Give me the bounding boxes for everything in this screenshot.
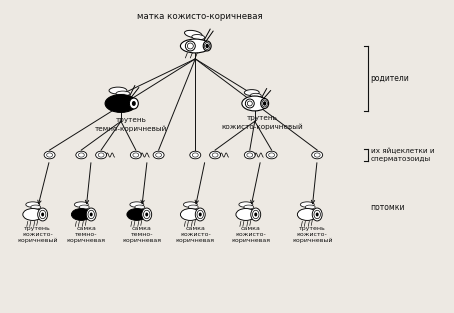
Ellipse shape <box>79 153 84 157</box>
Ellipse shape <box>212 153 218 157</box>
Ellipse shape <box>297 208 317 220</box>
Ellipse shape <box>26 202 39 207</box>
Ellipse shape <box>247 101 252 106</box>
Text: трутень
кожисто-коричневый: трутень кожисто-коричневый <box>222 115 304 130</box>
Ellipse shape <box>250 93 261 98</box>
Ellipse shape <box>263 101 266 106</box>
Ellipse shape <box>96 151 107 159</box>
Ellipse shape <box>245 99 254 108</box>
Ellipse shape <box>244 90 259 95</box>
Ellipse shape <box>98 153 104 157</box>
Ellipse shape <box>39 210 46 219</box>
Ellipse shape <box>76 151 87 159</box>
Text: трутень
кожисто-
коричневый: трутень кожисто- коричневый <box>292 226 332 243</box>
Ellipse shape <box>314 153 320 157</box>
Ellipse shape <box>252 210 259 219</box>
Ellipse shape <box>143 210 150 219</box>
Ellipse shape <box>188 205 198 209</box>
Ellipse shape <box>41 213 44 217</box>
Ellipse shape <box>199 213 202 217</box>
Ellipse shape <box>184 30 202 38</box>
Ellipse shape <box>90 213 93 217</box>
Ellipse shape <box>236 208 256 220</box>
Text: их яйцеклетки и
сперматозоиды: их яйцеклетки и сперматозоиды <box>371 148 434 162</box>
Ellipse shape <box>244 205 254 209</box>
Ellipse shape <box>156 153 162 157</box>
Ellipse shape <box>130 202 144 207</box>
Ellipse shape <box>79 205 89 209</box>
Ellipse shape <box>109 87 127 94</box>
Ellipse shape <box>254 213 257 217</box>
Text: матка кожисто-коричневая: матка кожисто-коричневая <box>138 12 263 21</box>
Ellipse shape <box>197 210 203 219</box>
Ellipse shape <box>314 210 321 219</box>
Ellipse shape <box>88 210 94 219</box>
Ellipse shape <box>262 100 267 107</box>
Ellipse shape <box>210 151 221 159</box>
Text: трутень
темно-коричневый: трутень темно-коричневый <box>95 117 167 131</box>
Text: самка
кожисто-
коричневая: самка кожисто- коричневая <box>176 226 215 243</box>
Ellipse shape <box>203 41 211 51</box>
Ellipse shape <box>116 91 130 96</box>
Ellipse shape <box>269 153 275 157</box>
Ellipse shape <box>132 101 136 106</box>
Ellipse shape <box>127 208 147 220</box>
Ellipse shape <box>183 202 197 207</box>
Ellipse shape <box>145 213 148 217</box>
Ellipse shape <box>247 153 253 157</box>
Ellipse shape <box>192 34 205 40</box>
Ellipse shape <box>244 151 255 159</box>
Ellipse shape <box>239 202 253 207</box>
Ellipse shape <box>38 208 48 221</box>
Text: самка
темно-
коричневая: самка темно- коричневая <box>122 226 161 243</box>
Text: самка
кожисто-
коричневая: самка кожисто- коричневая <box>231 226 270 243</box>
Ellipse shape <box>190 151 201 159</box>
Ellipse shape <box>206 44 209 48</box>
Text: родители: родители <box>371 74 410 83</box>
Ellipse shape <box>129 98 138 109</box>
Ellipse shape <box>188 43 193 49</box>
Ellipse shape <box>71 208 91 220</box>
Ellipse shape <box>180 39 210 53</box>
Ellipse shape <box>312 151 323 159</box>
Ellipse shape <box>130 151 141 159</box>
Ellipse shape <box>195 208 205 221</box>
Ellipse shape <box>86 208 96 221</box>
Ellipse shape <box>204 43 210 49</box>
Ellipse shape <box>74 202 88 207</box>
Ellipse shape <box>192 153 198 157</box>
Ellipse shape <box>242 96 268 111</box>
Ellipse shape <box>266 151 277 159</box>
Ellipse shape <box>251 208 261 221</box>
Text: самка
темно-
коричневая: самка темно- коричневая <box>67 226 106 243</box>
Ellipse shape <box>142 208 152 221</box>
Text: потомки: потомки <box>371 203 405 212</box>
Text: трутень
кожисто-
коричневый: трутень кожисто- коричневый <box>17 226 58 243</box>
Ellipse shape <box>316 213 319 217</box>
Ellipse shape <box>47 153 53 157</box>
Ellipse shape <box>135 205 145 209</box>
Ellipse shape <box>185 41 195 51</box>
Ellipse shape <box>133 153 139 157</box>
Ellipse shape <box>31 205 41 209</box>
Ellipse shape <box>305 205 315 209</box>
Ellipse shape <box>180 208 200 220</box>
Ellipse shape <box>261 99 269 108</box>
Ellipse shape <box>105 95 137 112</box>
Ellipse shape <box>23 208 43 220</box>
Ellipse shape <box>44 151 55 159</box>
Ellipse shape <box>301 202 314 207</box>
Ellipse shape <box>153 151 164 159</box>
Ellipse shape <box>312 208 322 221</box>
